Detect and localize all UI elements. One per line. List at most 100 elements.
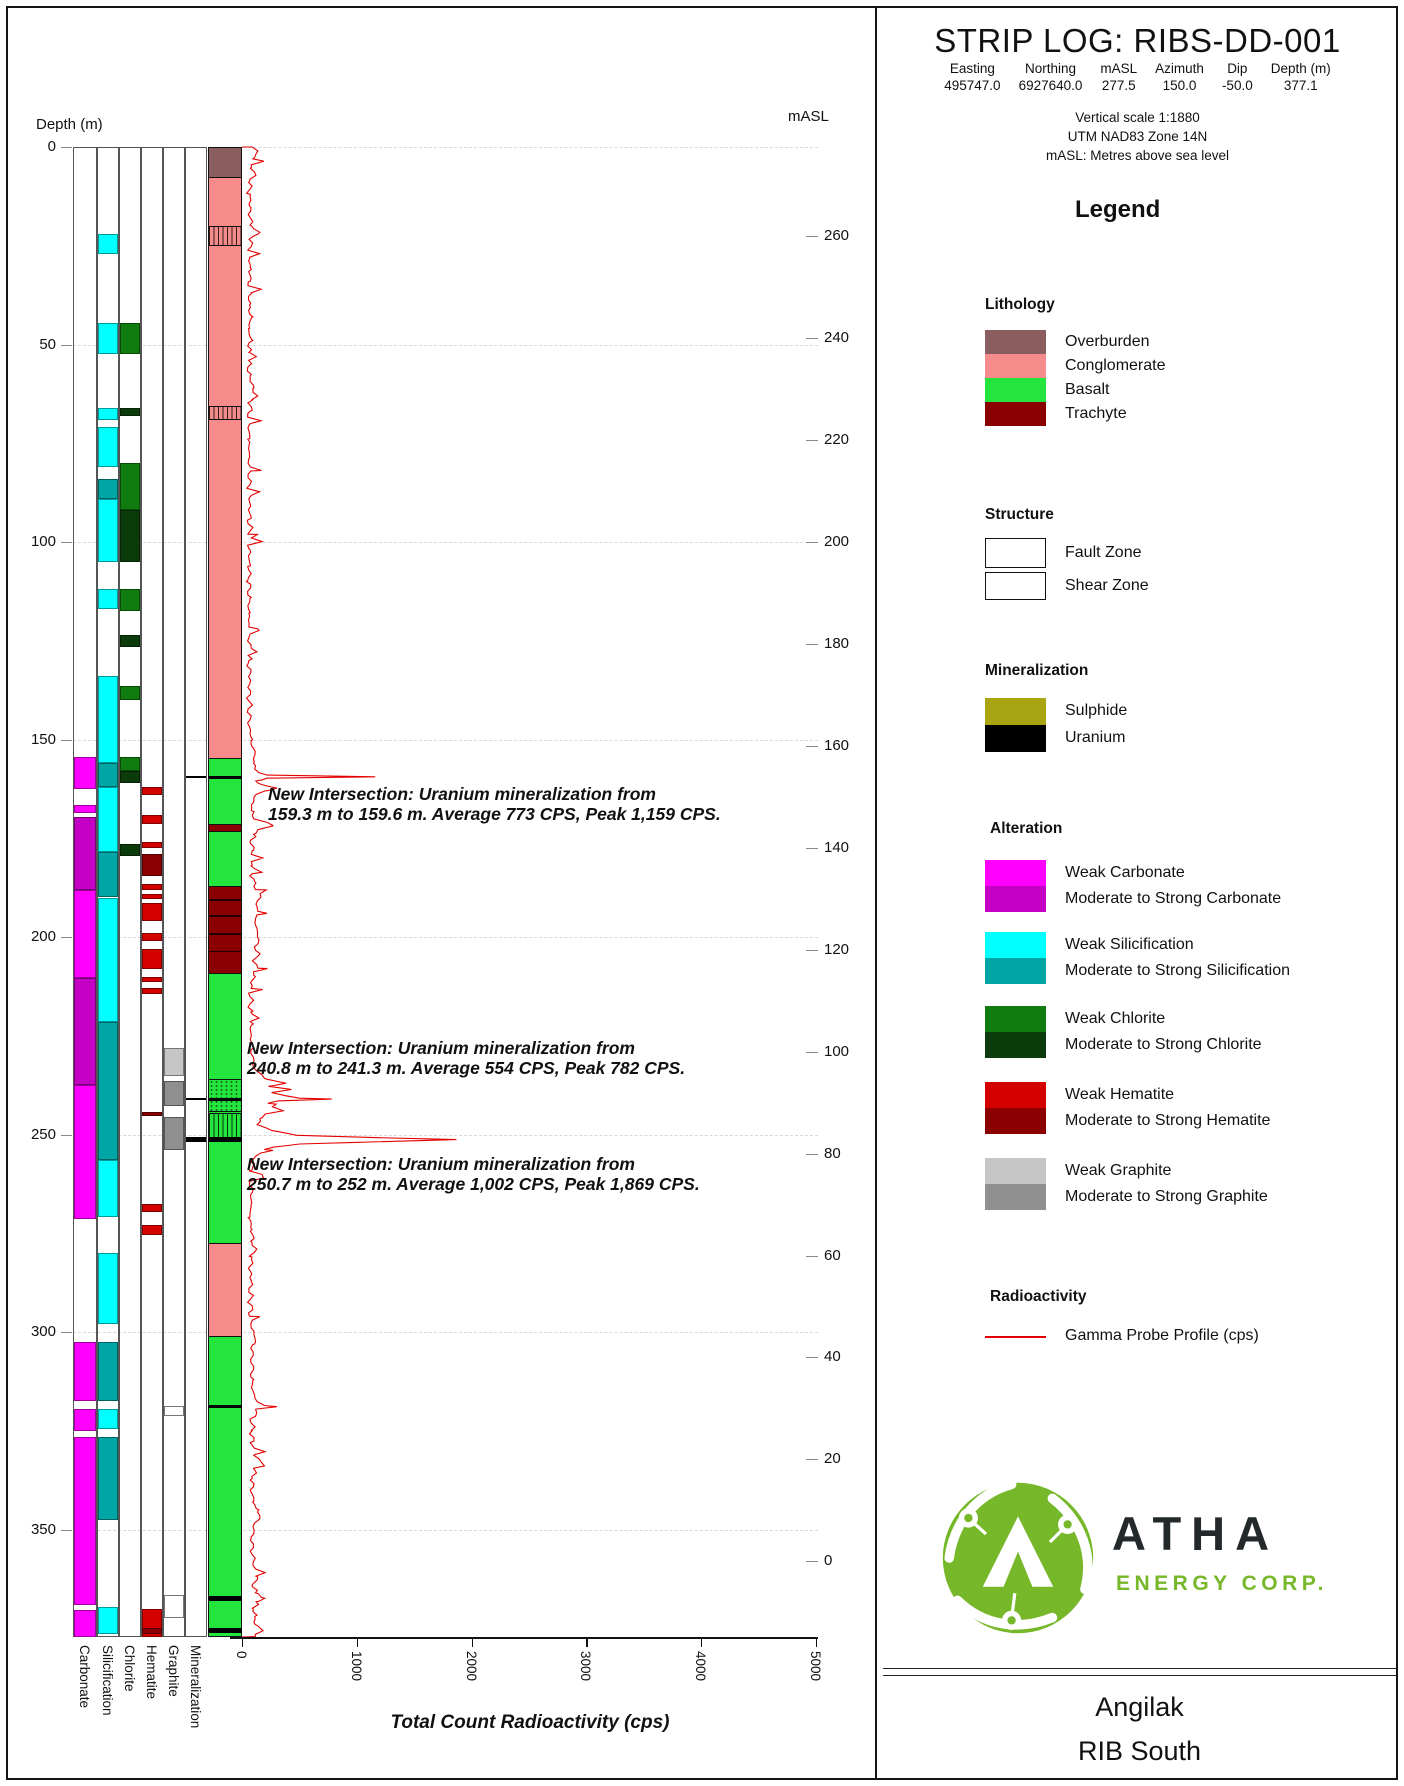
swatch-alteration-strong	[985, 958, 1046, 984]
swatch-fault-zone	[985, 538, 1046, 568]
legend-label: Overburden	[1065, 333, 1150, 350]
column-box-hematite	[141, 147, 163, 1637]
collar-value: 495747.0	[944, 78, 1001, 93]
depth-tick	[61, 147, 72, 148]
swatch-conglomerate	[985, 354, 1046, 378]
x-axis-line	[230, 1637, 818, 1639]
footer-separator	[883, 1668, 1396, 1669]
collar-value: 6927640.0	[1018, 78, 1083, 93]
masl-tick	[806, 949, 818, 951]
column-label-silicification: Silicification	[100, 1645, 115, 1716]
legend-label: Moderate to Strong Silicification	[1065, 962, 1290, 979]
interval-silicification	[98, 763, 118, 787]
x-axis-tick	[701, 1637, 703, 1647]
uranium-mark	[186, 1098, 206, 1101]
column-box-mineralization	[185, 147, 207, 1637]
uranium-mark	[186, 1137, 206, 1143]
depth-tick	[61, 1529, 72, 1531]
legend-label: Shear Zone	[1065, 577, 1149, 594]
interval-carbonate	[74, 1610, 96, 1637]
column-box-chlorite	[119, 147, 141, 1637]
x-axis-tick	[586, 1637, 588, 1647]
lithology-unit-basalt	[208, 758, 242, 886]
masl-tick-label: 40	[824, 1348, 841, 1366]
swatch-alteration-strong	[985, 1184, 1046, 1210]
interval-chlorite	[120, 322, 140, 355]
fault-zone-overlay	[209, 226, 241, 246]
interval-graphite	[164, 1081, 184, 1107]
swatch-alteration-weak	[985, 1082, 1046, 1108]
interval-chlorite	[120, 463, 140, 511]
interval-carbonate	[74, 816, 96, 890]
lithology-unit-overburden	[208, 147, 242, 178]
interval-hematite	[142, 933, 162, 941]
column-label-graphite: Graphite	[166, 1645, 181, 1697]
swatch-alteration-strong	[985, 1032, 1046, 1058]
depth-tick	[61, 542, 72, 543]
column-label-mineralization: Mineralization	[188, 1645, 203, 1729]
interval-hematite	[142, 988, 162, 995]
swatch-alteration-weak	[985, 1006, 1046, 1032]
interval-chlorite	[120, 407, 140, 416]
interval-carbonate	[74, 1409, 96, 1431]
masl-tick	[806, 745, 818, 747]
legend-label: Gamma Probe Profile (cps)	[1065, 1327, 1259, 1344]
interval-carbonate	[74, 1085, 96, 1220]
lithology-uranium-band	[208, 776, 242, 779]
masl-axis-title: mASL	[788, 108, 829, 125]
legend-label: Weak Graphite	[1065, 1162, 1172, 1179]
legend-label: Moderate to Strong Carbonate	[1065, 890, 1282, 907]
legend-mineralization-heading: Mineralization	[985, 662, 1089, 679]
swatch-shear-zone	[985, 572, 1046, 600]
annotation-line: New Intersection: Uranium mineralization…	[268, 784, 656, 804]
x-axis-tick-label: 4000	[693, 1651, 709, 1682]
interval-silicification	[98, 427, 118, 467]
x-axis-title: Total Count Radioactivity (cps)	[390, 1712, 670, 1733]
interval-carbonate	[74, 978, 96, 1086]
masl-tick-label: 140	[824, 838, 850, 856]
legend-label: Moderate to Strong Hematite	[1065, 1112, 1271, 1129]
collar-value: 150.0	[1162, 78, 1197, 93]
annotation: New Intersection: Uranium mineralization…	[268, 784, 721, 824]
collar-value: -50.0	[1221, 78, 1253, 93]
annotation-line: 159.3 m to 159.6 m. Average 773 CPS, Pea…	[268, 804, 721, 824]
trachyte-striation	[209, 950, 241, 953]
legend-label: Moderate to Strong Chlorite	[1065, 1036, 1262, 1053]
masl-tick	[806, 1051, 818, 1053]
x-axis-tick-label: 2000	[463, 1651, 479, 1682]
interval-silicification	[98, 1160, 118, 1218]
swatch-alteration-weak	[985, 1158, 1046, 1184]
legend-label: Weak Chlorite	[1065, 1010, 1166, 1027]
collar-header: Northing	[1024, 61, 1076, 76]
interval-hematite	[142, 976, 162, 983]
column-box-graphite	[163, 147, 185, 1637]
masl-tick	[806, 847, 818, 849]
x-axis-tick-label: 0	[234, 1651, 249, 1659]
depth-tick	[61, 1134, 72, 1136]
legend-lithology-heading: Lithology	[985, 296, 1055, 313]
annotation-line: 250.7 m to 252 m. Average 1,002 CPS, Pea…	[247, 1174, 700, 1194]
interval-silicification	[98, 1253, 118, 1325]
masl-tick	[806, 1561, 818, 1563]
strip-log-plot: 0 50 100 150 200 250 300 350 260 240 220 200 180 160 1…	[31, 138, 850, 1733]
annotation: New Intersection: Uranium mineralization…	[247, 1154, 700, 1194]
interval-chlorite	[120, 589, 140, 612]
brand-subtitle: ENERGY CORP.	[1116, 1572, 1328, 1595]
interval-hematite	[142, 903, 162, 922]
column-label-chlorite: Chlorite	[122, 1645, 137, 1692]
map-notes: Vertical scale 1:1880 UTM NAD83 Zone 14N…	[885, 108, 1390, 165]
x-axis-tick-label: 3000	[578, 1651, 594, 1682]
lithology-uranium-band	[208, 1405, 242, 1409]
note-masl: mASL: Metres above sea level	[1045, 148, 1230, 163]
x-axis-tick	[816, 1637, 818, 1647]
column-label-hematite: Hematite	[144, 1645, 159, 1700]
note-datum: UTM NAD83 Zone 14N	[1067, 129, 1208, 144]
shear-zone-overlay	[209, 1079, 241, 1112]
legend-label: Trachyte	[1065, 405, 1127, 422]
interval-silicification	[98, 1606, 118, 1635]
masl-tick-label: 20	[824, 1450, 841, 1468]
depth-tick	[61, 937, 72, 938]
legend-label: Weak Hematite	[1065, 1086, 1175, 1103]
trachyte-striation	[209, 899, 241, 901]
interval-carbonate	[74, 757, 96, 789]
